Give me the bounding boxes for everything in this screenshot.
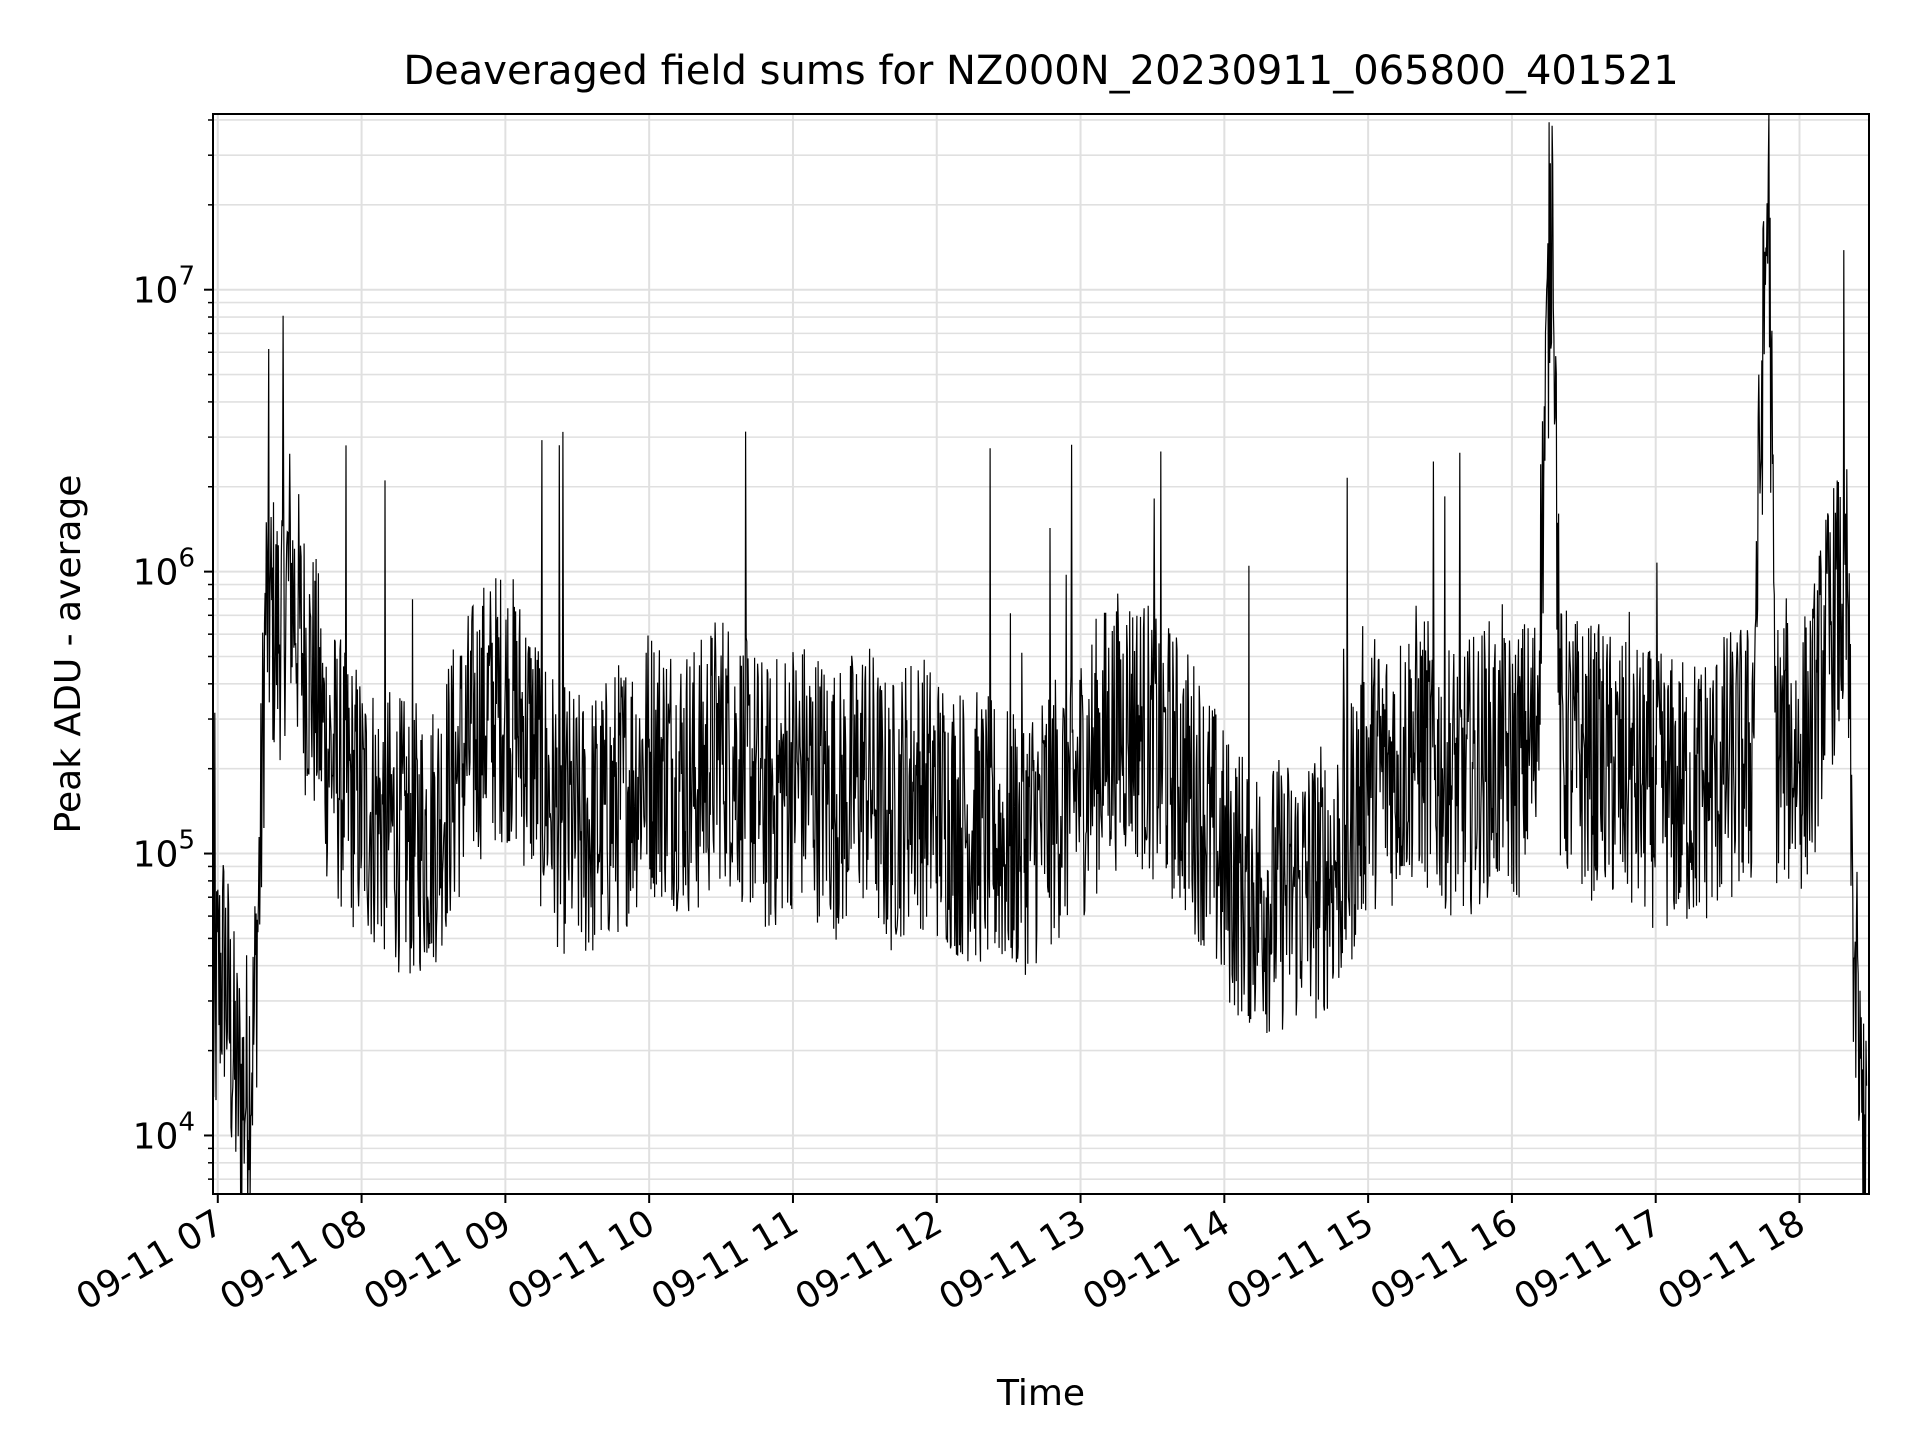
- y-tick-label: 104: [133, 1107, 195, 1157]
- x-axis-label: Time: [996, 1373, 1085, 1414]
- series-line: [213, 114, 1868, 1194]
- y-tick-label: 107: [133, 262, 195, 312]
- chart-title: Deaveraged field sums for NZ000N_2023091…: [403, 48, 1678, 94]
- plot-series-group: [213, 114, 1868, 1194]
- y-tick-label: 105: [133, 826, 195, 876]
- plot-frame: [212, 113, 1870, 1195]
- y-axis-label: Peak ADU - average: [48, 475, 89, 834]
- grid: [213, 114, 1869, 1194]
- y-tick-label: 106: [133, 544, 195, 594]
